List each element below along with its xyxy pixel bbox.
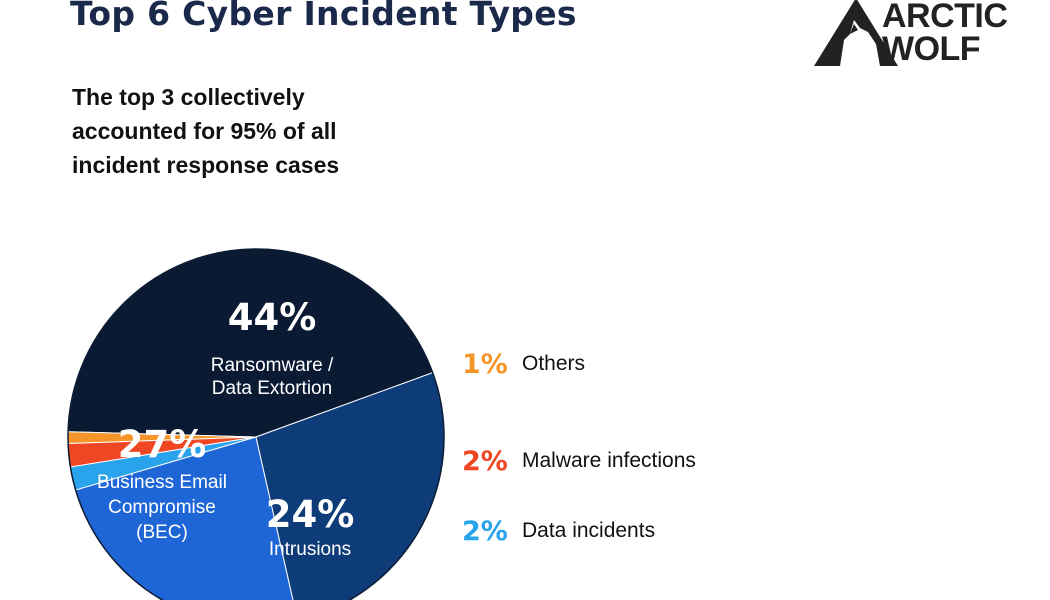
- chart-subtitle: The top 3 collectively accounted for 95%…: [72, 84, 340, 178]
- legend-item: 2% Malware infections: [462, 444, 696, 478]
- legend-item: 2% Data incidents: [462, 514, 655, 548]
- pie-outline: [67, 248, 445, 600]
- slice-category-label: Business Email: [97, 472, 227, 493]
- legend-label: Others: [522, 352, 586, 375]
- legend-item: 1% Others: [462, 347, 585, 381]
- chart-title: Top 6 Cyber Incident Types: [70, 0, 577, 33]
- logo-text-line2: WOLF: [882, 30, 981, 68]
- slice-category-label: Compromise: [108, 497, 216, 518]
- slice-category-label: (BEC): [136, 522, 188, 543]
- logo-text-line1: ARCTIC: [882, 0, 1008, 35]
- arctic-wolf-logo: ARCTIC WOLF: [810, 0, 1025, 70]
- slice-percent-label: 44%: [228, 296, 317, 339]
- legend-percent: 1%: [462, 348, 508, 380]
- legend-label: Malware infections: [522, 449, 696, 472]
- wolf-icon: [814, 0, 898, 66]
- slice-category-label: Ransomware /: [211, 355, 334, 376]
- legend-percent: 2%: [462, 445, 508, 477]
- slice-percent-label: 27%: [118, 423, 207, 466]
- slice-percent-label: 24%: [266, 493, 355, 536]
- legend-percent: 2%: [462, 515, 508, 547]
- slice-category-label: Intrusions: [269, 539, 351, 560]
- legend-label: Data incidents: [522, 519, 656, 542]
- slice-category-label: Data Extortion: [212, 378, 332, 399]
